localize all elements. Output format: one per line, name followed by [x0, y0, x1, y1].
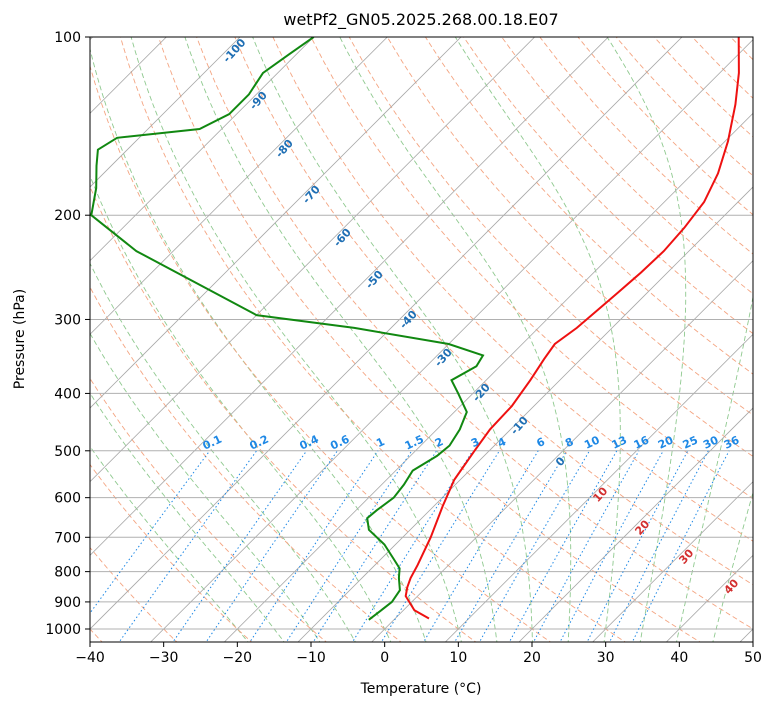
mixing-ratio-line: [380, 450, 500, 642]
y-tick-label: 400: [54, 386, 81, 402]
mixing-ratio-label: 20: [656, 433, 676, 451]
mixing-ratio-line: [631, 450, 730, 642]
plot-frame: [89, 36, 754, 643]
moist-adiabat-line: [712, 490, 753, 642]
mixing-ratio-label: 25: [681, 434, 700, 452]
x-tick-label: 20: [523, 650, 541, 666]
mixing-ratio-line: [586, 450, 689, 642]
chart-title: wetPf2_GN05.2025.268.00.18.E07: [283, 10, 558, 30]
x-tick-label: 50: [744, 650, 762, 666]
moist-adiabat-line: [90, 392, 285, 642]
x-tick-label: −40: [75, 650, 105, 666]
moist-adiabat-line: [90, 174, 392, 642]
moist-adiabat-line: [454, 37, 621, 642]
mixing-ratio-line: [609, 450, 709, 642]
isotherm-line: [90, 37, 241, 188]
dry-adiabat-line: [158, 37, 701, 642]
moist-adiabat-line: [252, 37, 533, 642]
x-tick-label: 0: [380, 650, 389, 666]
y-tick-label: 300: [54, 312, 81, 328]
mixing-ratio-label: 13: [610, 434, 629, 452]
moist-adiabat-line: [606, 37, 687, 642]
moist-adiabat-line: [90, 332, 321, 642]
isotherm-line: [90, 37, 609, 556]
mixing-ratio-line: [478, 450, 590, 642]
moist-adiabats: [90, 37, 753, 642]
x-tick-label: −20: [223, 650, 253, 666]
dewpoint-series-line: [90, 37, 485, 621]
isotherm-line: [150, 39, 753, 642]
dry-adiabat-line: [272, 37, 753, 542]
isotherm-line: [223, 112, 753, 642]
y-tick-label: 900: [54, 595, 81, 611]
dry-adiabat-line: [90, 463, 253, 642]
isotherm-line: [90, 37, 536, 483]
x-axis-label: Temperature (°C): [360, 681, 482, 697]
mixing-ratio-label: 36: [722, 433, 742, 451]
moist-adiabat-line: [90, 47, 427, 642]
dry-adiabat-line: [310, 37, 753, 500]
dry-adiabat-line: [90, 185, 477, 642]
isotherm-line: [592, 481, 753, 642]
plot-area: -100-90-80-70-60-50-40-30-20-10010203040…: [90, 37, 753, 642]
mixing-ratio-line: [454, 450, 568, 642]
dry-adiabat-line: [348, 37, 753, 457]
y-tick-label: 700: [54, 530, 81, 546]
mixing-ratio-label: 16: [632, 433, 652, 451]
temperature-series-line: [404, 37, 740, 620]
y-axis-label: Pressure (hPa): [12, 289, 28, 389]
isotherm-line: [90, 37, 462, 409]
mixing-ratio-line: [423, 450, 539, 642]
isotherm-line: [444, 333, 753, 642]
y-tick-label: 500: [54, 444, 81, 460]
mixing-ratio-line: [532, 450, 640, 642]
moist-adiabat-line: [90, 262, 356, 642]
isotherm-line: [90, 37, 315, 262]
x-tick-label: −10: [296, 650, 326, 666]
pressure-gridlines: [90, 37, 753, 630]
y-tick-label: 800: [54, 565, 81, 581]
mixing-ratio-line: [118, 450, 258, 642]
dry-adiabat-line: [463, 37, 753, 335]
moist-adiabat-line: [676, 294, 753, 642]
isotherm-line: [371, 260, 753, 642]
y-tick-label: 200: [54, 208, 81, 224]
mixing-ratio-line: [205, 450, 338, 642]
mixing-ratio-line: [559, 450, 664, 642]
moist-adiabat-line: [339, 37, 572, 642]
isotherm-line: [518, 407, 753, 642]
x-axis-ticks: −40 −30 −20 −10 0 10 20 30 40 50: [75, 642, 762, 666]
dry-adiabat-line: [386, 37, 753, 416]
mixing-ratio-label: 30: [701, 433, 721, 451]
x-tick-label: 30: [597, 650, 615, 666]
y-tick-label: 100: [54, 30, 81, 46]
x-tick-label: 40: [670, 650, 688, 666]
mixing-ratio-line: [351, 450, 474, 642]
moist-adiabat-line: [184, 37, 498, 642]
mixing-ratio-lines: [90, 450, 730, 642]
mixing-ratio-line: [508, 450, 618, 642]
mixing-ratio-line: [90, 450, 211, 614]
mixing-ratio-label: 10: [582, 433, 602, 451]
isotherm-line: [297, 186, 753, 642]
y-tick-label: 1000: [45, 622, 81, 638]
moist-adiabat-line: [90, 445, 249, 642]
y-tick-label: 600: [54, 491, 81, 507]
y-axis-ticks: 1000 900 800 700 600 500 400 300 200 100: [45, 30, 90, 638]
x-tick-label: 10: [449, 650, 467, 666]
x-tick-label: −30: [149, 650, 179, 666]
